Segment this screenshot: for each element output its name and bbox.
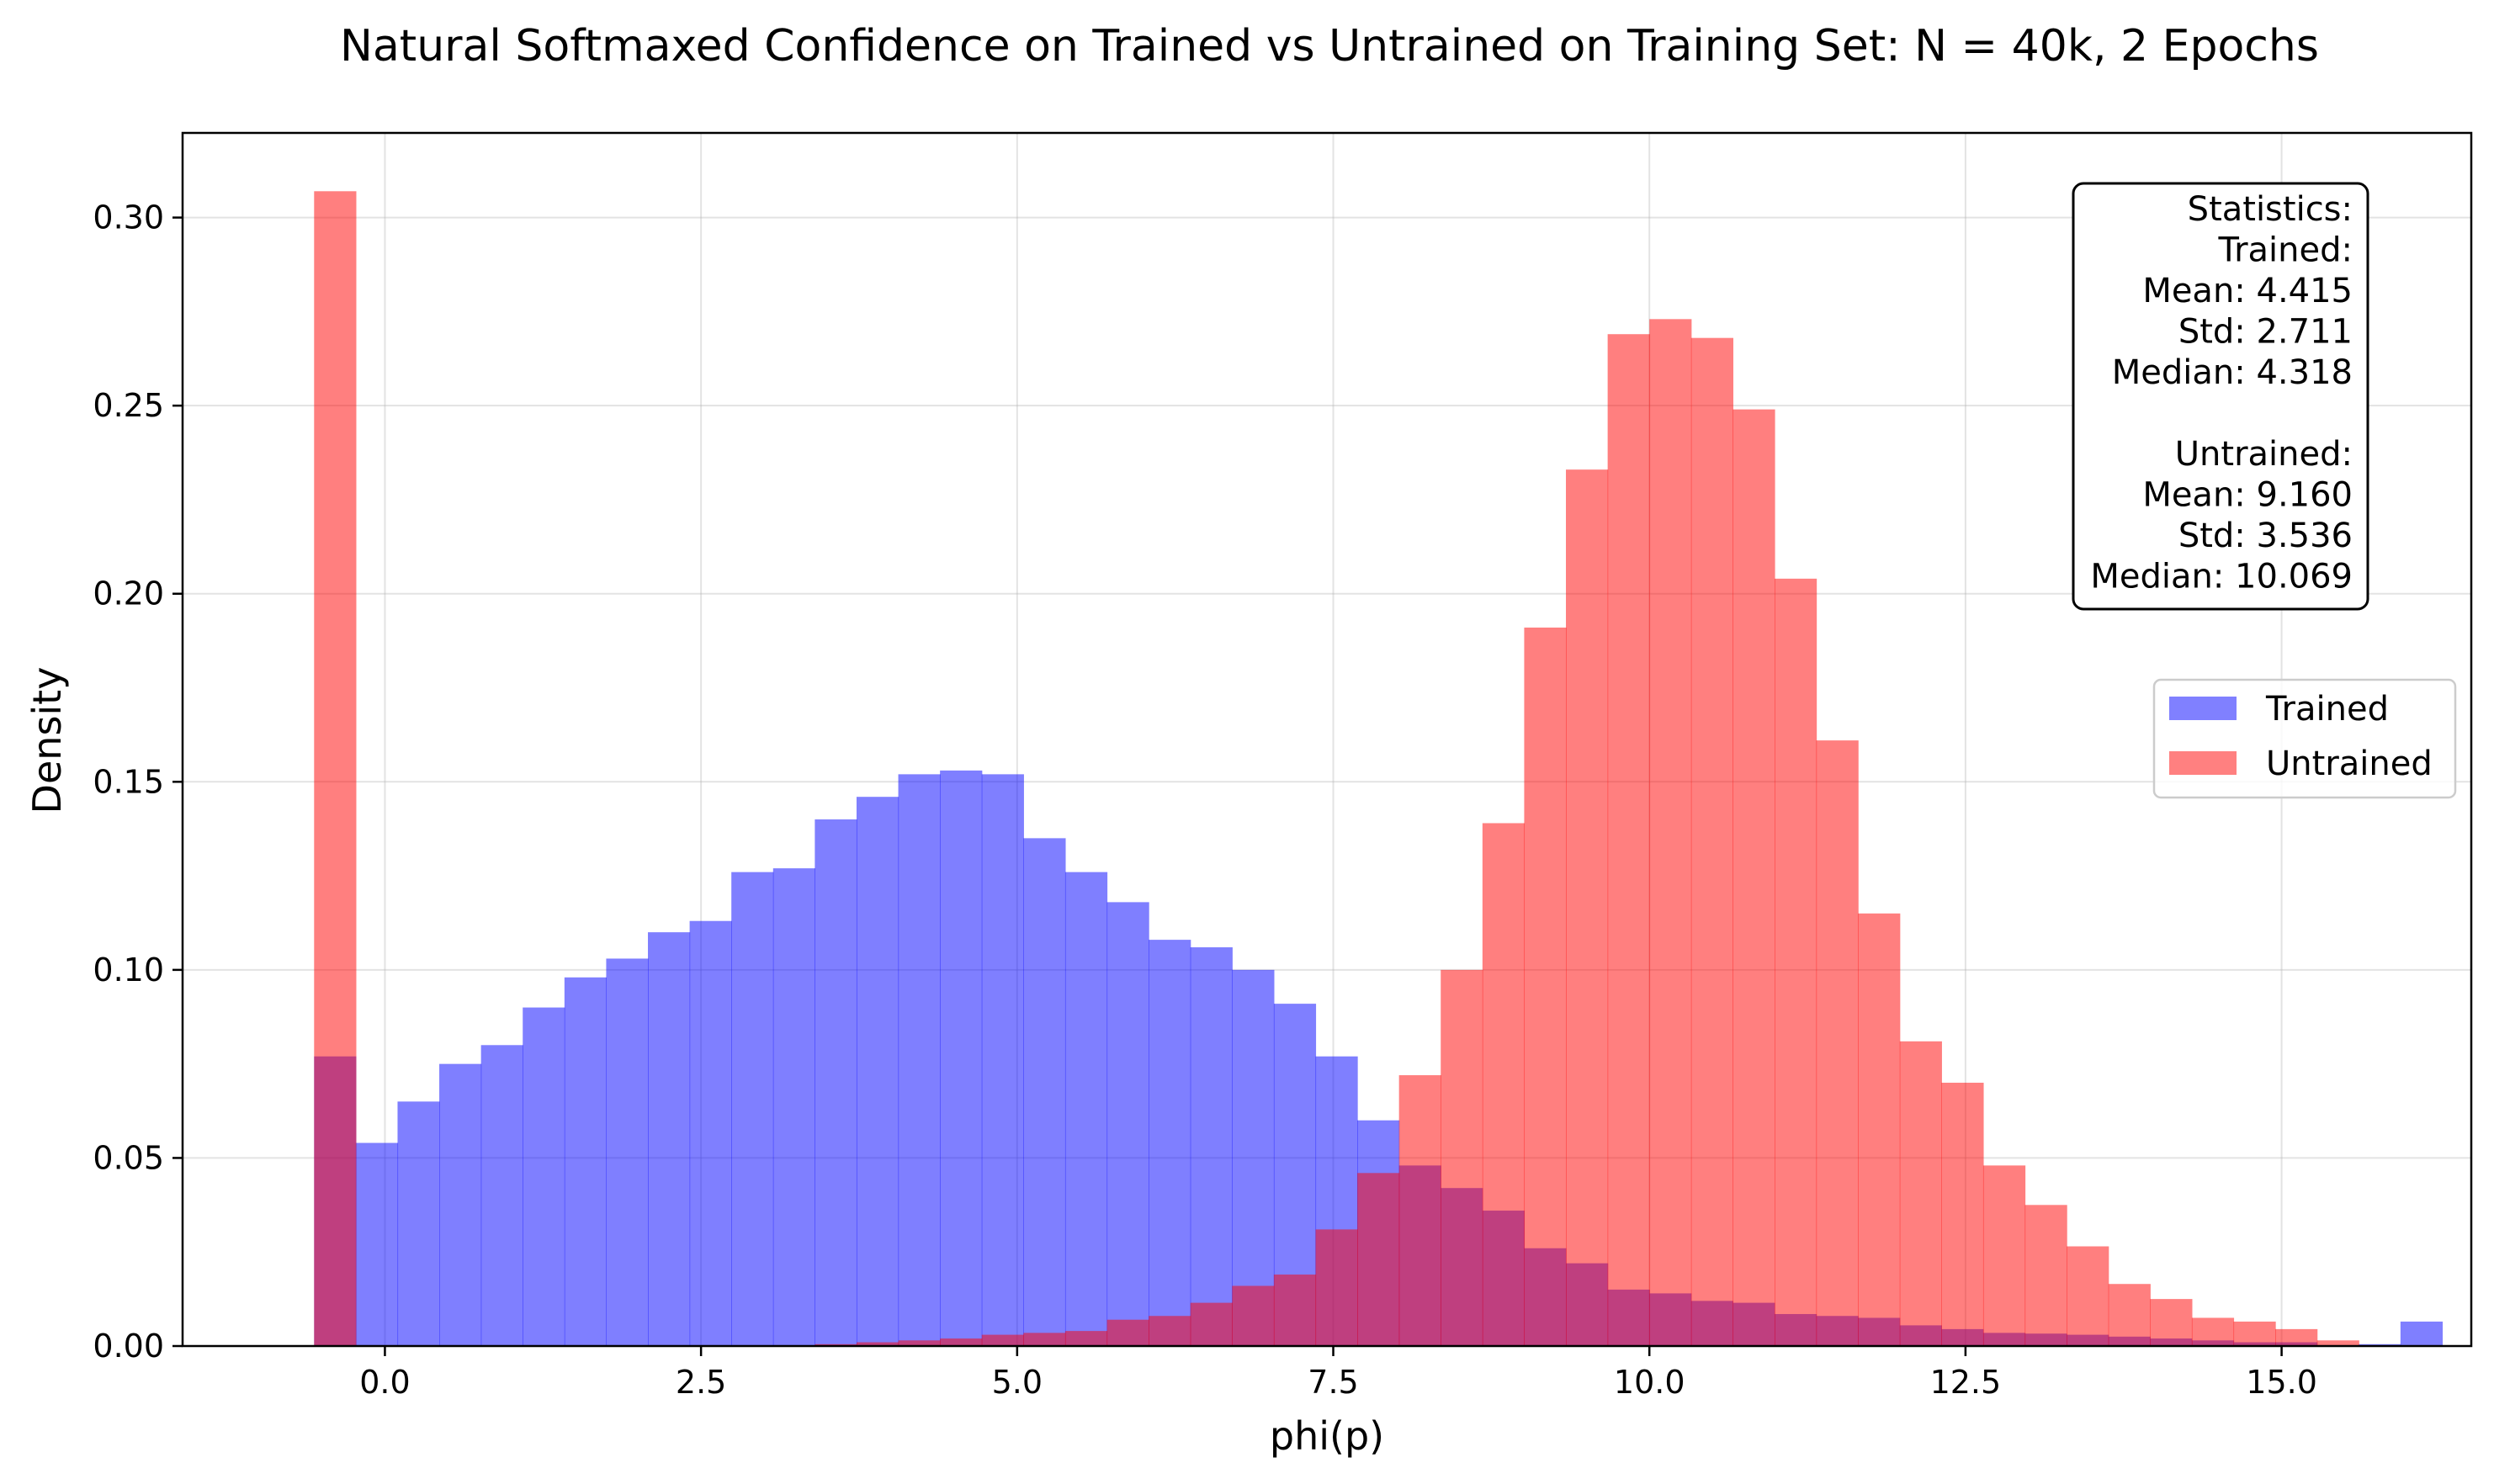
bar-untrained-43 <box>2108 1284 2151 1346</box>
bar-trained-5 <box>523 1007 565 1346</box>
stats-line-0: Statistics: <box>2188 190 2353 229</box>
legend-label-untrained: Untrained <box>2266 745 2433 783</box>
bar-trained-4 <box>480 1045 523 1346</box>
bar-untrained-17 <box>1023 1333 1066 1346</box>
stats-line-9: Median: 10.069 <box>2090 558 2353 596</box>
bar-untrained-23 <box>1273 1275 1317 1346</box>
y-tick-label-5: 0.25 <box>93 387 164 424</box>
bar-untrained-21 <box>1190 1302 1233 1346</box>
bar-trained-7 <box>606 958 649 1346</box>
bar-trained-1 <box>355 1142 399 1346</box>
x-tick-label-0: 0.0 <box>359 1364 410 1401</box>
bar-trained-11 <box>772 868 815 1346</box>
bar-untrained-0 <box>314 191 357 1346</box>
bar-trained-6 <box>564 977 608 1346</box>
bar-untrained-30 <box>1566 469 1609 1347</box>
bar-untrained-46 <box>2233 1321 2276 1346</box>
x-tick-label-6: 15.0 <box>2246 1364 2317 1401</box>
bar-trained-3 <box>439 1063 482 1346</box>
bar-untrained-26 <box>1398 1075 1441 1346</box>
bar-untrained-19 <box>1106 1319 1149 1346</box>
bar-untrained-22 <box>1232 1285 1275 1346</box>
stats-line-8: Std: 3.536 <box>2178 517 2353 555</box>
bar-untrained-15 <box>940 1338 983 1346</box>
y-tick-label-6: 0.30 <box>93 199 164 236</box>
y-tick-label-4: 0.20 <box>93 575 164 612</box>
bar-untrained-13 <box>856 1342 899 1346</box>
bar-untrained-38 <box>1899 1041 1942 1346</box>
y-tick-label-1: 0.05 <box>93 1139 164 1176</box>
x-tick-label-3: 7.5 <box>1308 1364 1358 1401</box>
bar-untrained-40 <box>1982 1165 2026 1346</box>
bar-trained-13 <box>856 797 899 1346</box>
x-tick-label-4: 10.0 <box>1614 1364 1685 1401</box>
bar-trained-22 <box>1232 969 1275 1346</box>
stats-line-3: Std: 2.711 <box>2178 313 2353 352</box>
bar-untrained-36 <box>1816 740 1859 1346</box>
legend: Trained Untrained <box>2152 678 2457 799</box>
y-tick-label-3: 0.15 <box>93 763 164 800</box>
chart-title: Natural Softmaxed Confidence on Trained … <box>340 21 2319 72</box>
x-axis-label: phi(p) <box>1270 1413 1384 1459</box>
bar-trained-9 <box>689 920 732 1346</box>
bar-untrained-16 <box>981 1334 1024 1346</box>
stats-line-2: Mean: 4.415 <box>2142 272 2353 310</box>
bar-trained-14 <box>898 774 941 1346</box>
bar-trained-50 <box>2400 1321 2444 1346</box>
bar-untrained-48 <box>2316 1340 2359 1346</box>
stats-line-4: Median: 4.318 <box>2112 353 2353 392</box>
stats-line-7: Mean: 9.160 <box>2142 476 2353 515</box>
bar-untrained-29 <box>1524 627 1567 1346</box>
legend-swatch-untrained <box>2169 751 2237 775</box>
bar-trained-8 <box>648 932 691 1346</box>
stats-line-6: Untrained: <box>2175 435 2353 474</box>
bar-untrained-44 <box>2150 1299 2193 1346</box>
bar-trained-16 <box>981 774 1024 1346</box>
bar-untrained-42 <box>2067 1246 2109 1346</box>
bar-untrained-47 <box>2275 1328 2318 1346</box>
bar-trained-10 <box>731 872 774 1346</box>
bar-trained-18 <box>1064 872 1108 1346</box>
bar-untrained-45 <box>2191 1317 2235 1346</box>
bar-untrained-28 <box>1482 823 1526 1346</box>
bar-trained-15 <box>940 770 983 1346</box>
y-axis-label: Density <box>24 667 70 814</box>
legend-swatch-trained <box>2169 697 2237 720</box>
bar-untrained-25 <box>1357 1173 1400 1346</box>
bar-untrained-24 <box>1315 1229 1358 1346</box>
bar-trained-17 <box>1023 838 1066 1346</box>
x-axis-ticks: 0.0 2.5 5.0 7.5 10.0 12.5 15.0 <box>359 1346 2317 1401</box>
y-tick-label-2: 0.10 <box>93 951 164 988</box>
bar-trained-12 <box>815 819 857 1346</box>
y-tick-label-0: 0.00 <box>93 1328 164 1365</box>
x-tick-label-5: 12.5 <box>1930 1364 2002 1401</box>
bar-untrained-32 <box>1649 319 1692 1347</box>
bar-trained-20 <box>1149 940 1191 1346</box>
bar-untrained-35 <box>1774 578 1817 1346</box>
bar-untrained-34 <box>1733 409 1775 1346</box>
y-axis-ticks: 0.00 0.05 0.10 0.15 0.20 0.25 0.30 <box>93 199 183 1365</box>
bar-untrained-31 <box>1607 334 1650 1346</box>
untrained-series <box>314 191 2359 1347</box>
stats-line-1: Trained: <box>2218 231 2353 270</box>
bar-untrained-41 <box>2024 1205 2067 1346</box>
bar-untrained-18 <box>1064 1331 1108 1346</box>
plot-frame <box>181 131 2473 1348</box>
bar-untrained-39 <box>1941 1083 1984 1346</box>
legend-label-trained: Trained <box>2265 690 2389 729</box>
x-tick-label-2: 5.0 <box>992 1364 1043 1401</box>
bar-untrained-20 <box>1149 1316 1191 1346</box>
statistics-box-frame <box>2072 182 2369 611</box>
x-tick-label-1: 2.5 <box>676 1364 726 1401</box>
bar-trained-2 <box>397 1101 440 1346</box>
bar-untrained-37 <box>1858 913 1901 1346</box>
bar-untrained-33 <box>1690 337 1733 1347</box>
bar-untrained-14 <box>898 1340 941 1346</box>
bar-trained-21 <box>1190 947 1233 1346</box>
bar-untrained-27 <box>1441 969 1483 1346</box>
bar-trained-19 <box>1106 902 1149 1346</box>
